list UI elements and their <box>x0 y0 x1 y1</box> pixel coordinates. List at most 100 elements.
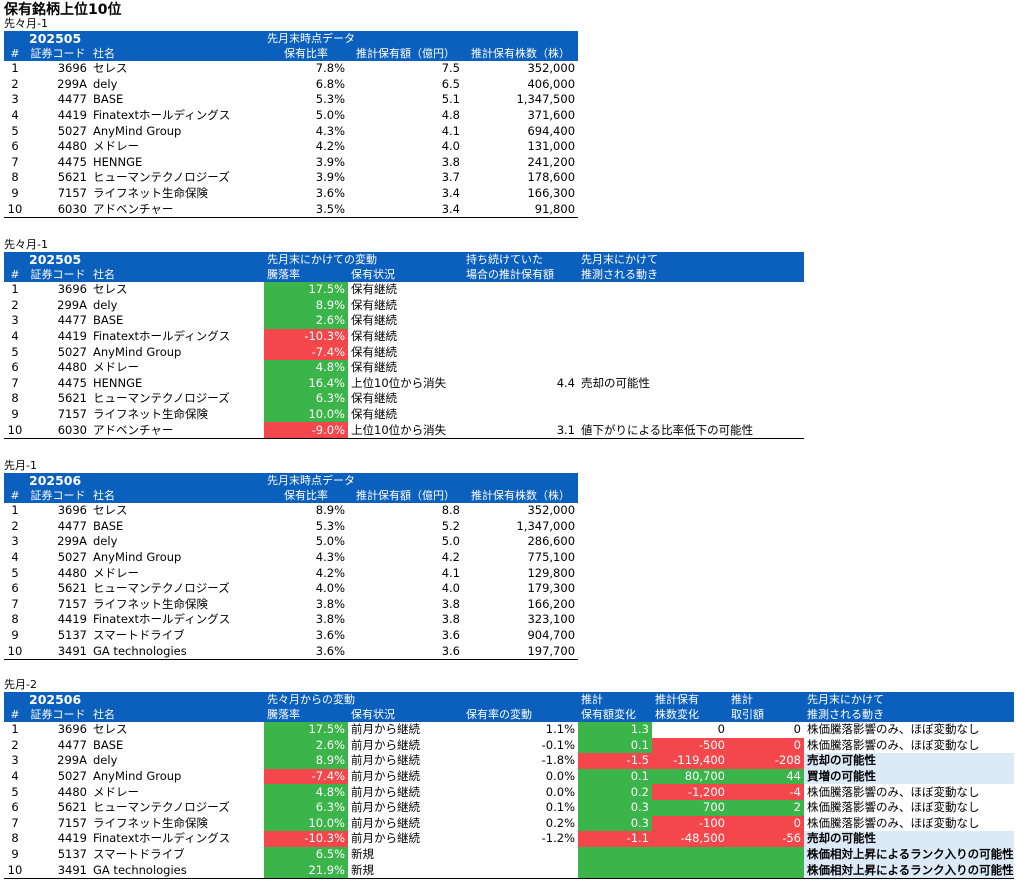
code-cell: 5027 <box>57 344 87 359</box>
company-name-cell: アドベンチャー <box>90 422 264 439</box>
table-row: 9 5137 スマートドライブ 6.5% 新規 株価相対上昇によるランク入りの可能性 <box>4 846 1014 863</box>
table-row: 10 6030 アドベンチャー 3.5% 3.4 91,800 <box>4 201 579 218</box>
trade-amount-cell: 0 <box>728 737 804 754</box>
group-header: 先々月からの変動 <box>264 692 463 707</box>
table-row: 2 299A dely 8.9% 保有継続 <box>4 297 804 314</box>
ratio-cell: 3.6% <box>315 186 345 201</box>
status-cell: 前月から継続 <box>351 784 420 799</box>
ratio-cell: 3.6% <box>315 628 345 643</box>
company-name-cell: GA technologies <box>90 862 264 879</box>
code-cell: 299A <box>57 297 87 312</box>
status-cell: 上位10位から消失 <box>348 422 463 439</box>
holdings-table-prev1: 202506 先月末時点データ # 証券コード 社名 保有比率 推計保有額（億円… <box>4 473 579 660</box>
company-name-cell: BASE <box>93 737 124 752</box>
change-rate-cell: -9.0% <box>264 422 348 439</box>
change-table-prev1: 202506 先々月からの変動 推計 推計保有 推計 先月末にかけて # 証券コ… <box>4 692 1014 879</box>
col-header-change: 騰落率 <box>264 707 348 722</box>
company-name-cell: GA technologies <box>90 643 264 660</box>
code-cell: 299A <box>57 76 87 91</box>
rank-cell: 9 <box>11 407 19 422</box>
est-move-cell <box>578 407 804 423</box>
company-name-cell: AnyMind Group <box>93 550 182 565</box>
status-cell: 前月から継続 <box>351 800 420 815</box>
col-header-name: 社名 <box>90 46 264 61</box>
period-label: 202506 <box>26 692 90 707</box>
group-header-3: 先月末にかけて <box>578 252 804 267</box>
amount-cell: 3.4 <box>441 186 460 201</box>
code-cell: 5027 <box>57 550 87 565</box>
company-name-cell: セレス <box>93 503 128 518</box>
col-header-name: 社名 <box>90 267 264 282</box>
holdings-table-prev2: 202505 先月末時点データ # 証券コード 社名 保有比率 推計保有額（億円… <box>4 31 579 218</box>
ratio-cell: 3.5% <box>264 201 348 218</box>
amount-cell: 4.1 <box>441 123 460 138</box>
trade-amount-cell: 0 <box>728 815 804 832</box>
change-rate-cell: -7.4% <box>264 768 348 785</box>
rank-cell: 3 <box>11 753 19 768</box>
table-row: 8 4419 Finatextホールディングス 3.8% 3.8 323,100 <box>4 612 578 628</box>
code-cell: 7157 <box>57 596 87 611</box>
rank-cell: 4 <box>11 329 19 344</box>
group-header-5: 先月末にかけて <box>804 692 1014 707</box>
ratio-cell: 6.8% <box>315 76 345 91</box>
ratio-cell: 8.9% <box>315 503 345 518</box>
change-table-prev2: 202505 先月末にかけての変動 持ち続けていた 先月末にかけて # 証券コー… <box>4 252 804 439</box>
shares-change-cell <box>652 846 728 863</box>
company-name-cell: BASE <box>93 92 124 107</box>
code-cell: 3696 <box>57 282 87 297</box>
amount-cell: 6.5 <box>441 76 460 91</box>
ratio-change-cell <box>463 847 578 863</box>
est-move-cell: 値下がりによる比率低下の可能性 <box>578 422 804 439</box>
ratio-cell: 4.3% <box>315 123 345 138</box>
rank-cell: 5 <box>11 123 19 138</box>
section-3-label: 先月-1 <box>4 459 37 472</box>
rank-cell: 6 <box>11 139 19 154</box>
group-header-2: 持ち続けていた <box>463 252 578 267</box>
company-name-cell: AnyMind Group <box>93 123 182 138</box>
ratio-cell: 3.6% <box>264 643 348 660</box>
company-name-cell: ヒューマンテクノロジーズ <box>93 391 230 406</box>
status-cell: 保有継続 <box>351 391 397 406</box>
est-amount-cell <box>463 298 578 314</box>
table-row: 6 5621 ヒューマンテクノロジーズ 4.0% 4.0 179,300 <box>4 581 578 597</box>
company-name-cell: セレス <box>93 722 128 737</box>
col-header-trade-amount: 取引額 <box>728 707 804 722</box>
table-row: 1 3696 セレス 17.5% 保有継続 <box>4 282 804 298</box>
est-move-cell <box>578 282 804 298</box>
group-header: 先月末時点データ <box>264 473 579 488</box>
code-cell: 5137 <box>57 847 87 862</box>
rank-cell: 6 <box>11 360 19 375</box>
code-cell: 4480 <box>57 139 87 154</box>
company-name-cell: dely <box>93 753 118 768</box>
est-amount-cell: 4.4 <box>556 375 575 390</box>
rank-cell: 1 <box>11 722 19 737</box>
est-move-cell: 株価騰落影響のみ、ほぼ変動なし <box>807 815 980 830</box>
code-cell: 5621 <box>57 581 87 596</box>
table-row: 5 4480 メドレー 4.2% 4.1 129,800 <box>4 565 578 581</box>
shares-cell: 166,200 <box>527 596 576 611</box>
code-cell: 299A <box>57 534 87 549</box>
table-row: 6 5621 ヒューマンテクノロジーズ 6.3% 前月から継続 0.1% 0.3 700 2 株価… <box>4 799 1014 816</box>
amount-cell: 3.4 <box>348 201 463 218</box>
shares-cell: 1,347,500 <box>516 92 576 107</box>
est-amount-cell <box>463 407 578 423</box>
shares-cell: 1,347,000 <box>516 518 576 533</box>
table-row: 1 3696 セレス 7.8% 7.5 352,000 <box>4 61 578 77</box>
code-cell: 4419 <box>57 329 87 344</box>
col-header-shares: 推計保有株数（株） <box>463 46 579 61</box>
code-cell: 5621 <box>57 170 87 185</box>
col-header-shares-change: 株数変化 <box>652 707 728 722</box>
company-name-cell: Finatextホールディングス <box>93 108 231 123</box>
amount-change-cell: 0.2 <box>578 784 652 800</box>
ratio-change-cell: -1.2% <box>541 831 575 846</box>
code-cell: 4480 <box>57 565 87 580</box>
ratio-cell: 5.0% <box>315 534 345 549</box>
code-cell: 3696 <box>57 61 87 76</box>
rank-cell: 10 <box>4 201 26 218</box>
code-cell: 4419 <box>57 831 87 846</box>
est-amount-cell <box>463 360 578 376</box>
shares-cell: 904,700 <box>527 628 576 643</box>
rank-cell: 8 <box>11 391 19 406</box>
change-rate-cell: 17.5% <box>264 722 348 738</box>
table-row: 9 7157 ライフネット生命保険 3.6% 3.4 166,300 <box>4 186 578 202</box>
